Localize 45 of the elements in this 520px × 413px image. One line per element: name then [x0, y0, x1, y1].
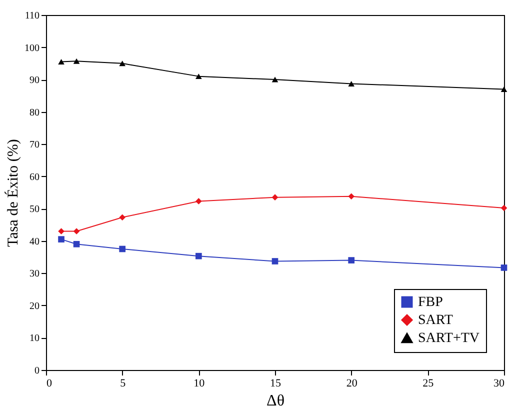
y-axis-title: Tasa de Éxito (%)	[4, 139, 22, 247]
y-tick-label: 30	[30, 268, 40, 280]
point	[73, 228, 80, 234]
point	[500, 204, 508, 212]
point	[196, 198, 202, 204]
point	[348, 257, 354, 264]
y-tick-label: 20	[30, 300, 40, 312]
legend-label: SART+TV	[418, 331, 480, 346]
x-tick-label: 30	[494, 378, 505, 390]
legend-label: FBP	[418, 295, 444, 310]
point	[73, 58, 80, 64]
x-tick-label: 5	[120, 378, 126, 390]
point	[500, 86, 508, 92]
point	[58, 236, 64, 242]
point	[196, 74, 202, 80]
x-tick-label: 20	[346, 378, 358, 390]
point	[272, 194, 278, 201]
y-tick-label: 0	[34, 366, 40, 376]
y-tick-label: 100	[24, 42, 40, 54]
point	[272, 258, 278, 264]
point	[119, 246, 126, 252]
y-tick-label: 80	[30, 107, 40, 118]
point	[348, 81, 354, 86]
x-tick-label: 25	[422, 378, 434, 390]
point	[58, 59, 64, 65]
y-tick-label: 90	[30, 75, 40, 86]
y-tick-label: 10	[30, 333, 40, 344]
x-tick-label: 0	[46, 378, 52, 390]
point	[196, 252, 202, 260]
x-axis-title: Δθ	[266, 392, 284, 410]
point	[348, 193, 354, 200]
point	[58, 228, 64, 234]
point	[119, 60, 126, 66]
y-tick-label: 110	[24, 10, 40, 22]
point	[73, 240, 80, 248]
x-tick-label: 15	[270, 378, 282, 390]
point	[500, 264, 508, 271]
point	[272, 76, 278, 82]
x-tick-label: 10	[194, 378, 206, 390]
legend-label: SART	[418, 313, 454, 328]
y-tick-label: 70	[30, 140, 40, 151]
point	[119, 214, 126, 221]
y-tick-label: 40	[30, 236, 40, 248]
y-tick-label: 60	[30, 172, 40, 183]
y-tick-label: 50	[30, 204, 40, 216]
